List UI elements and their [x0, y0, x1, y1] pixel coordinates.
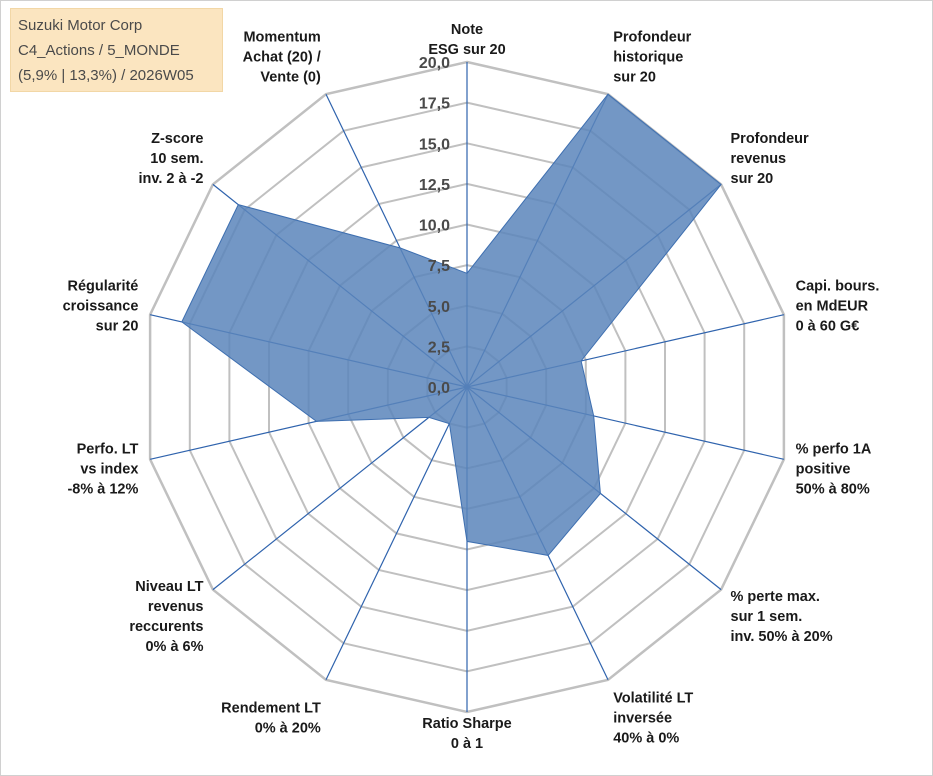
spoke-8 [325, 386, 468, 681]
category-label-line: sur 1 sem. [731, 609, 803, 625]
category-label-line: revenus [148, 599, 204, 615]
category-label-line: Achat (20) / [243, 49, 321, 65]
category-label-line: Profondeur [731, 131, 809, 147]
category-label-line: sur 20 [613, 69, 656, 85]
tick-label: 10,0 [419, 218, 450, 235]
category-label-line: Note [451, 22, 483, 38]
tick-label: 15,0 [419, 136, 450, 153]
tick-label: 0,0 [428, 380, 450, 397]
radial-axis-ticks: 0,0 2,5 5,0 7,5 10,0 12,5 15,0 17,5 20,0 [419, 55, 450, 397]
category-label-1: Profondeur historique sur 20 [613, 29, 691, 85]
tick-label: 5,0 [428, 299, 450, 316]
category-label-line: Niveau LT [135, 579, 203, 595]
spoke-9 [212, 386, 468, 591]
category-label-line: Profondeur [613, 29, 691, 45]
category-label-line: 40% à 0% [613, 731, 679, 747]
category-label-line: Momentum [243, 29, 320, 45]
category-label-line: croissance [63, 298, 139, 314]
category-label-8: Rendement LT 0% à 20% [221, 701, 321, 737]
category-label-line: vs index [80, 462, 138, 478]
category-label-line: inv. 50% à 20% [731, 629, 833, 645]
company-name: Suzuki Motor Corp [18, 17, 143, 34]
category-label-line: ESG sur 20 [428, 42, 505, 58]
category-labels: Note ESG sur 20 Profondeur historique sur 20… [63, 22, 880, 752]
category-label-line: 0 à 60 G€ [796, 318, 860, 334]
category-label-line: -8% à 12% [67, 482, 138, 498]
category-label-9: Niveau LT revenus reccurents 0% à 6% [129, 579, 203, 655]
category-label-line: reccurents [129, 619, 203, 635]
category-label-13: Momentum Achat (20) / Vente (0) [243, 29, 321, 85]
category-label-line: revenus [731, 151, 787, 167]
category-label-7: Ratio Sharpe 0 à 1 [422, 716, 511, 752]
category-label-11: Régularité croissance sur 20 [63, 278, 139, 334]
category-label-line: inversée [613, 711, 672, 727]
category-label-line: Rendement LT [221, 701, 321, 717]
category-label-line: 0 à 1 [451, 736, 483, 752]
category-label-5: % perte max. sur 1 sem. inv. 50% à 20% [731, 589, 833, 645]
series-area-0 [181, 93, 722, 556]
category-label-line: Perfo. LT [77, 442, 139, 458]
tick-label: 20,0 [419, 55, 450, 72]
category-path: C4_Actions / 5_MONDE [18, 42, 180, 59]
category-label-line: inv. 2 à -2 [138, 171, 203, 187]
category-label-0: Note ESG sur 20 [428, 22, 505, 58]
info-box: Suzuki Motor Corp C4_Actions / 5_MONDE (… [10, 8, 223, 92]
category-label-line: sur 20 [96, 318, 139, 334]
category-label-line: Vente (0) [260, 69, 321, 85]
category-label-line: positive [796, 462, 851, 478]
category-label-10: Perfo. LT vs index -8% à 12% [67, 442, 138, 498]
category-label-line: 50% à 80% [796, 482, 870, 498]
category-label-line: 0% à 20% [255, 721, 321, 737]
category-label-line: Régularité [67, 278, 138, 294]
category-label-line: Z-score [151, 131, 203, 147]
category-label-line: Capi. bours. [796, 278, 880, 294]
tick-label: 12,5 [419, 177, 450, 194]
category-label-6: Volatilité LT inversée 40% à 0% [613, 691, 693, 747]
category-label-3: Capi. bours. en MdEUR 0 à 60 G€ [796, 278, 880, 334]
category-label-line: 0% à 6% [145, 639, 203, 655]
category-label-line: % perfo 1A [796, 442, 872, 458]
radar-series [181, 93, 722, 556]
category-label-line: sur 20 [731, 171, 774, 187]
tick-label: 17,5 [419, 96, 450, 113]
category-label-12: Z-score 10 sem. inv. 2 à -2 [138, 131, 203, 187]
category-label-line: historique [613, 49, 683, 65]
category-label-line: en MdEUR [796, 298, 869, 314]
category-label-line: % perte max. [731, 589, 820, 605]
category-label-line: 10 sem. [150, 151, 203, 167]
category-label-line: Ratio Sharpe [422, 716, 511, 732]
tick-label: 7,5 [428, 258, 450, 275]
tick-label: 2,5 [428, 339, 450, 356]
stats-line: (5,9% | 13,3%) / 2026W05 [18, 67, 194, 84]
category-label-2: Profondeur revenus sur 20 [731, 131, 809, 187]
category-label-line: Volatilité LT [613, 691, 693, 707]
category-label-4: % perfo 1A positive 50% à 80% [796, 442, 872, 498]
